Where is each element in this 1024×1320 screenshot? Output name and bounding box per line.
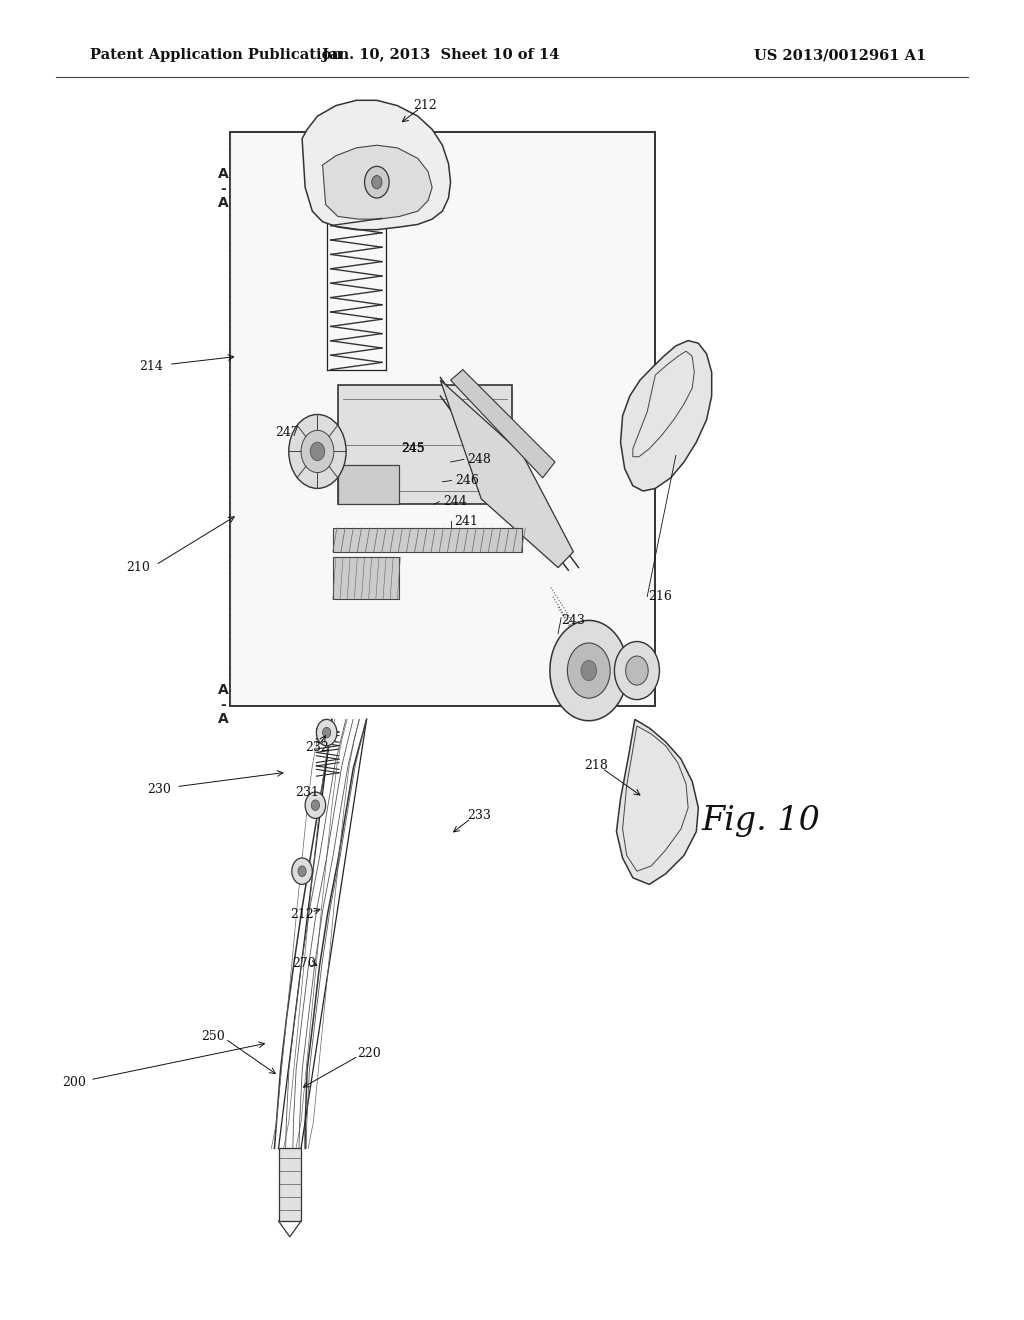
Circle shape: [550, 620, 628, 721]
Text: US 2013/0012961 A1: US 2013/0012961 A1: [754, 49, 926, 62]
Text: 214: 214: [139, 360, 164, 374]
Text: 248: 248: [467, 453, 492, 466]
Text: 216: 216: [648, 590, 673, 603]
Text: A: A: [218, 684, 228, 697]
Text: 233: 233: [467, 809, 492, 822]
Circle shape: [311, 800, 319, 810]
Text: 244: 244: [442, 495, 467, 508]
Text: 218: 218: [584, 759, 608, 772]
Text: A: A: [218, 168, 228, 181]
Circle shape: [567, 643, 610, 698]
Text: -: -: [220, 182, 226, 195]
Circle shape: [316, 719, 337, 746]
Text: 270: 270: [292, 957, 316, 970]
Text: A: A: [218, 713, 228, 726]
Text: 245: 245: [400, 442, 425, 455]
Text: 200: 200: [61, 1076, 86, 1089]
Text: -: -: [220, 698, 226, 711]
Polygon shape: [302, 100, 451, 230]
Text: 230: 230: [146, 783, 171, 796]
Text: 245: 245: [400, 442, 425, 455]
Text: 246: 246: [455, 474, 479, 487]
Text: 212: 212: [290, 908, 314, 921]
Circle shape: [626, 656, 648, 685]
Bar: [333, 528, 522, 552]
Bar: [338, 465, 399, 504]
Polygon shape: [323, 145, 432, 219]
Text: Patent Application Publication: Patent Application Publication: [90, 49, 342, 62]
Polygon shape: [616, 719, 698, 884]
Text: 220: 220: [356, 1047, 381, 1060]
Circle shape: [301, 430, 334, 473]
Bar: [230, 132, 655, 706]
Polygon shape: [451, 370, 555, 478]
Circle shape: [614, 642, 659, 700]
Circle shape: [289, 414, 346, 488]
Bar: [279, 1148, 301, 1221]
Circle shape: [581, 660, 597, 681]
Bar: [333, 557, 399, 599]
Text: 247: 247: [274, 426, 299, 440]
Text: 231: 231: [295, 785, 319, 799]
Text: 210: 210: [126, 561, 151, 574]
Circle shape: [298, 866, 306, 876]
Polygon shape: [440, 380, 573, 568]
Circle shape: [305, 792, 326, 818]
Text: Fig. 10: Fig. 10: [701, 805, 820, 837]
Circle shape: [292, 858, 312, 884]
Circle shape: [323, 727, 331, 738]
Circle shape: [365, 166, 389, 198]
Bar: [338, 385, 512, 504]
Text: Jan. 10, 2013  Sheet 10 of 14: Jan. 10, 2013 Sheet 10 of 14: [322, 49, 559, 62]
Text: 212: 212: [413, 99, 437, 112]
Text: 232: 232: [305, 741, 330, 754]
Text: 250: 250: [201, 1030, 225, 1043]
Circle shape: [310, 442, 325, 461]
Text: A: A: [218, 197, 228, 210]
Text: 241: 241: [454, 515, 478, 528]
Circle shape: [372, 176, 382, 189]
Text: 243: 243: [561, 614, 586, 627]
Polygon shape: [621, 341, 712, 491]
